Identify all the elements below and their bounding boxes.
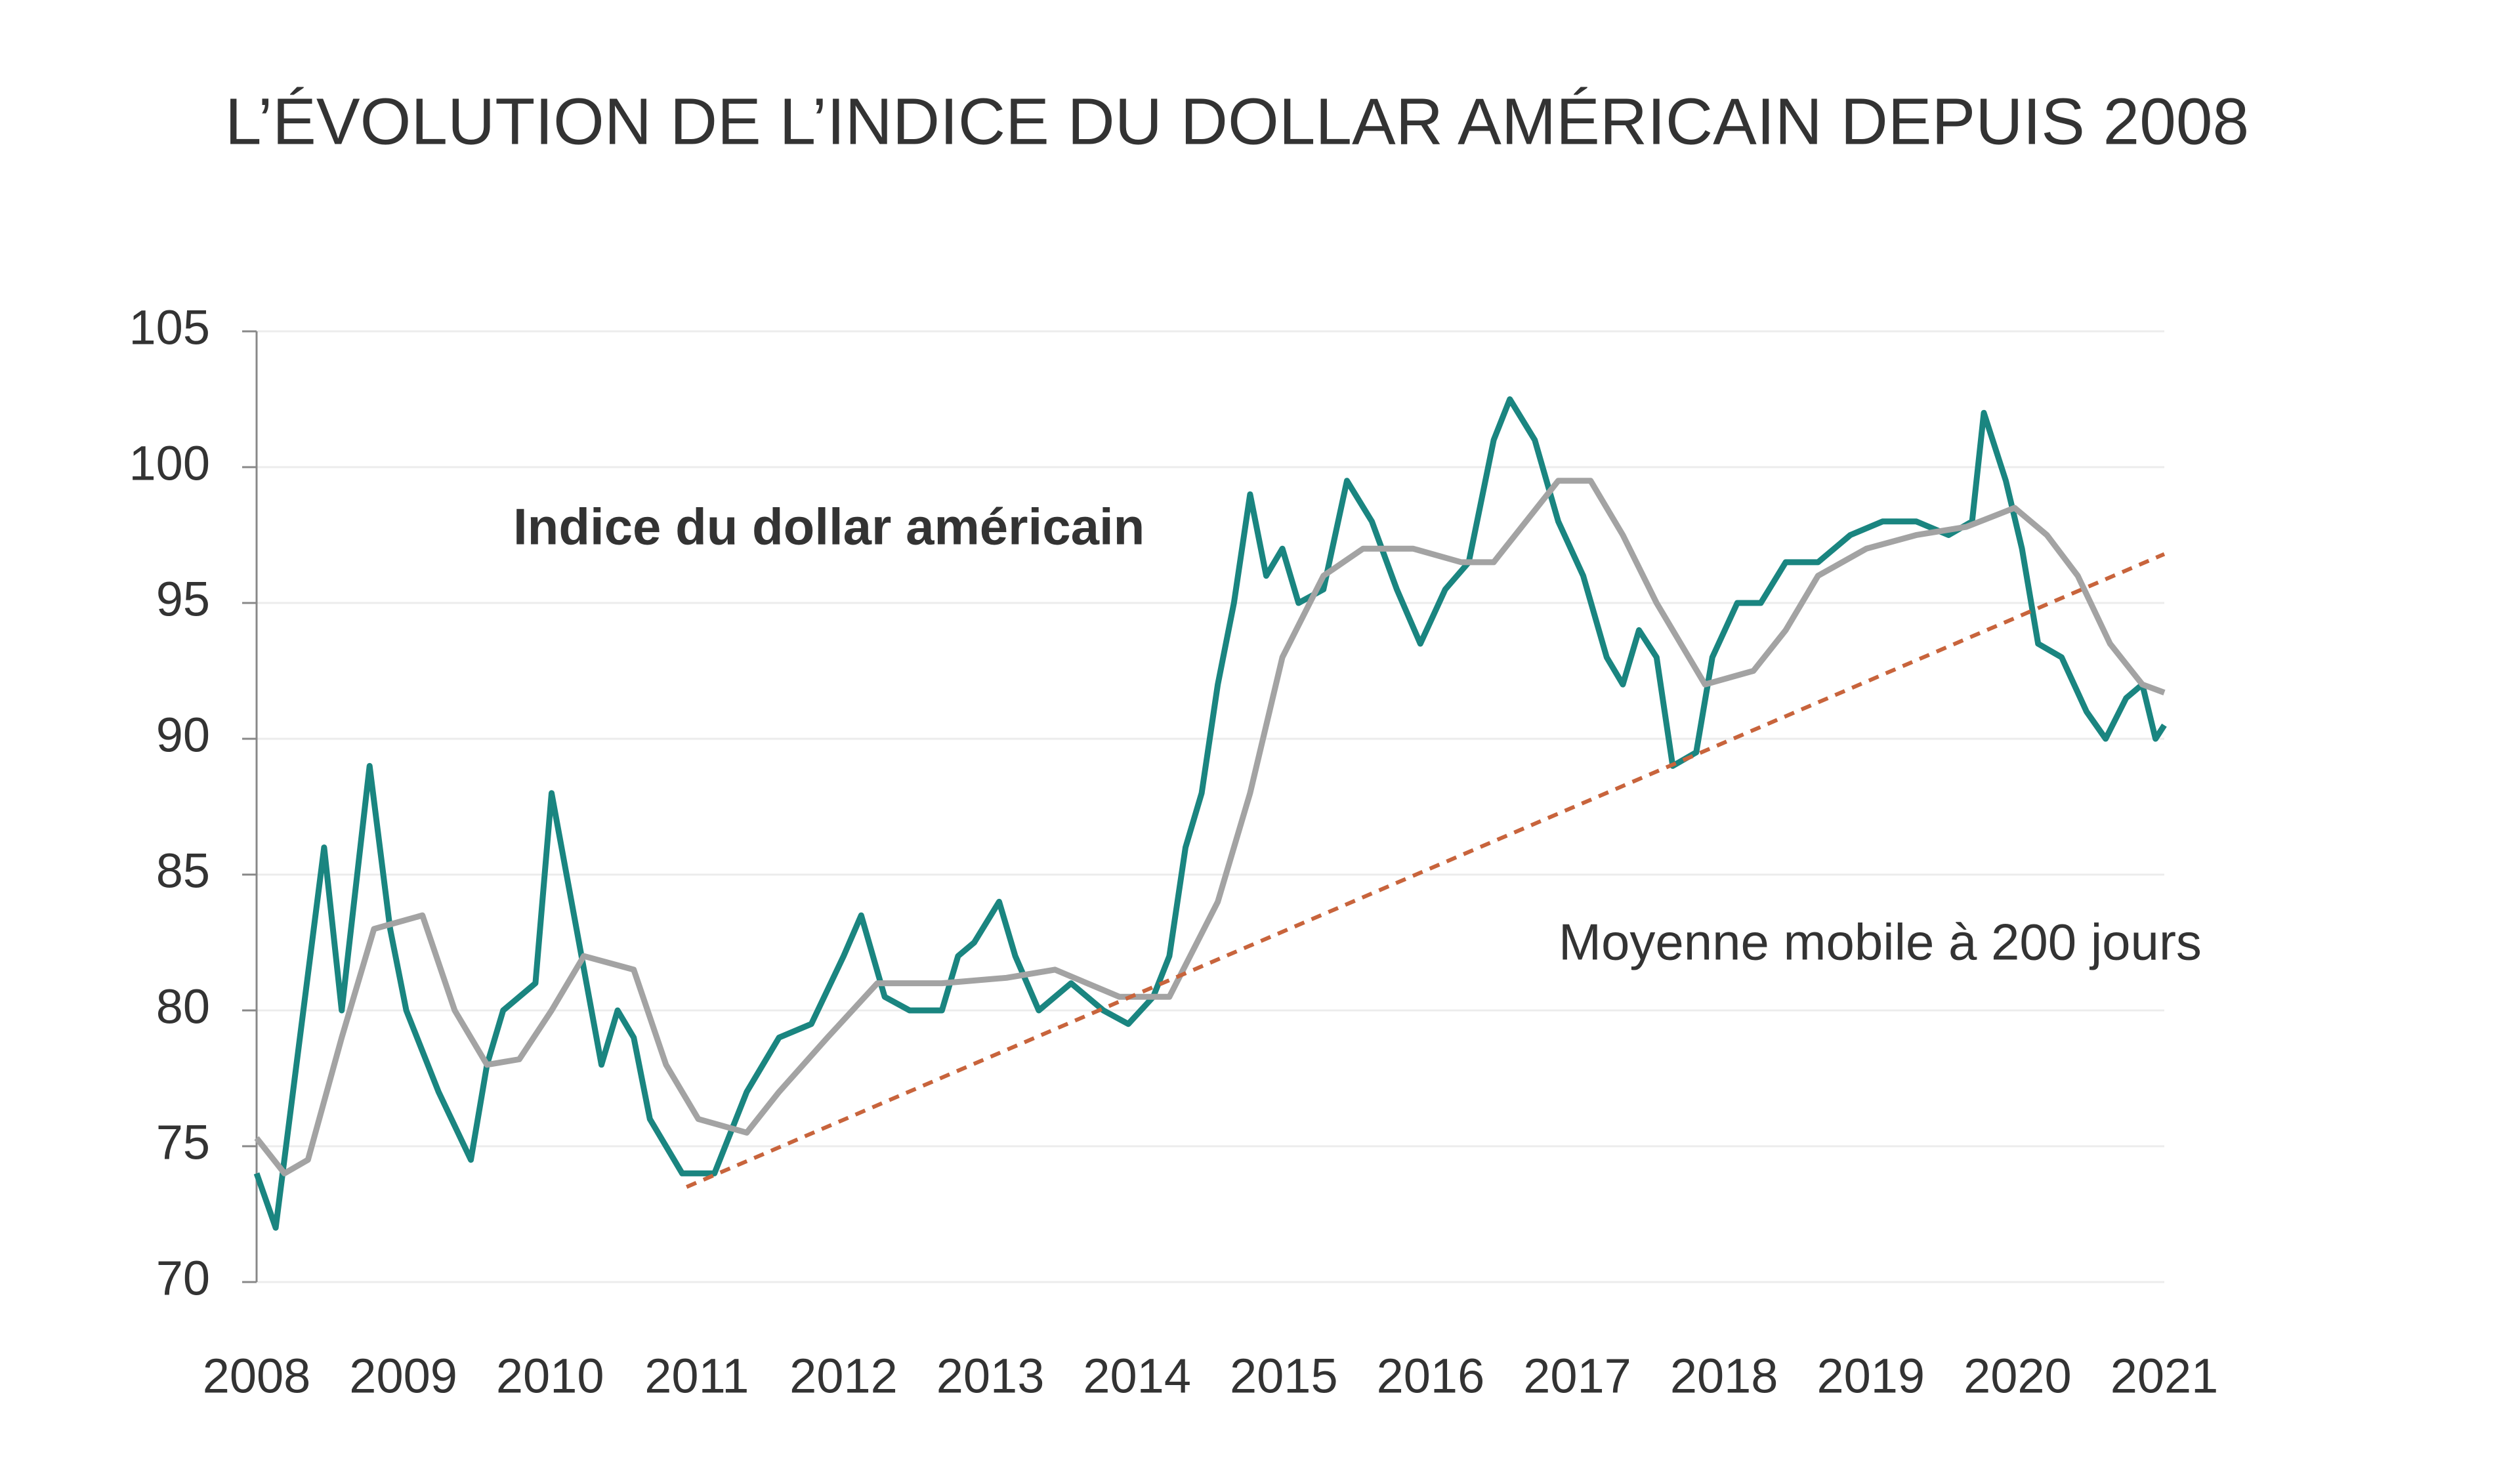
x-tick-label: 2021 xyxy=(2110,1349,2219,1403)
y-tick-label: 90 xyxy=(156,708,210,762)
series-label: Indice du dollar américain xyxy=(513,498,1144,556)
trend-line xyxy=(686,552,2166,1189)
x-tick-label: 2018 xyxy=(1670,1349,1778,1403)
series-line xyxy=(253,396,2167,1231)
y-tick-label: 95 xyxy=(156,572,210,627)
x-tick-label: 2008 xyxy=(203,1349,311,1403)
y-tick-label: 100 xyxy=(129,436,210,491)
x-tick-label: 2015 xyxy=(1230,1349,1338,1403)
y-tick-label: 105 xyxy=(129,300,210,355)
series-line xyxy=(254,478,2166,1176)
y-tick-label: 70 xyxy=(156,1251,210,1306)
y-tick-label: 75 xyxy=(156,1115,210,1170)
x-tick-label: 2012 xyxy=(789,1349,898,1403)
x-tick-label: 2009 xyxy=(349,1349,457,1403)
x-tick-label: 2013 xyxy=(936,1349,1045,1403)
x-tick-label: 2014 xyxy=(1083,1349,1191,1403)
x-tick-label: 2016 xyxy=(1377,1349,1485,1403)
y-tick-label: 85 xyxy=(156,844,210,898)
x-tick-label: 2010 xyxy=(496,1349,604,1403)
chart-title: L’ÉVOLUTION DE L’INDICE DU DOLLAR AMÉRIC… xyxy=(225,85,2249,158)
x-tick-label: 2011 xyxy=(644,1349,749,1403)
x-tick-label: 2020 xyxy=(1964,1349,2072,1403)
y-tick-label: 80 xyxy=(156,980,210,1034)
series-label: Moyenne mobile à 200 jours xyxy=(1559,913,2202,971)
x-tick-label: 2017 xyxy=(1523,1349,1631,1403)
x-tick-label: 2019 xyxy=(1816,1349,1925,1403)
